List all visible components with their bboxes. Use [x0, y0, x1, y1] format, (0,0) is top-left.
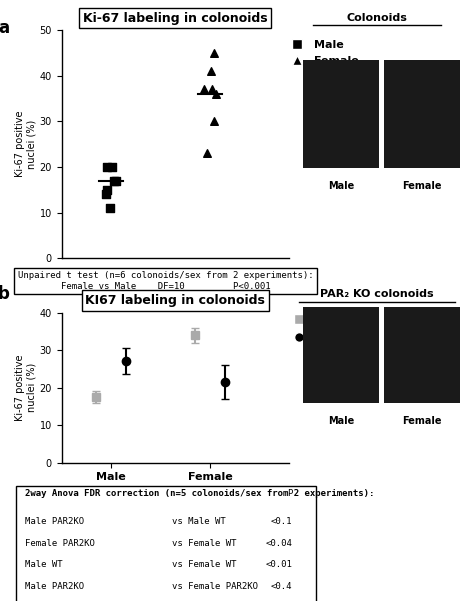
Point [103, 185, 111, 195]
Text: <0.4: <0.4 [271, 582, 292, 591]
Point [103, 162, 111, 172]
Point [208, 66, 215, 76]
Point [110, 176, 118, 186]
Text: vs Male WT: vs Male WT [172, 517, 226, 526]
Title: KI67 labeling in colonoids: KI67 labeling in colonoids [85, 294, 265, 307]
Text: Female: Female [402, 416, 442, 426]
Point [109, 162, 116, 172]
Text: Female PAR2KO: Female PAR2KO [25, 538, 95, 548]
Text: P: P [287, 489, 292, 498]
Point [203, 148, 210, 158]
Text: Colonoids: Colonoids [346, 13, 407, 23]
Text: Male: Male [328, 416, 355, 426]
Text: Unpaired t test (n=6 colonoids/sex from 2 experiments):
Female vs Male    DF=10 : Unpaired t test (n=6 colonoids/sex from … [18, 271, 314, 291]
Text: Male: Male [328, 182, 355, 191]
Point [210, 117, 218, 126]
FancyBboxPatch shape [16, 486, 316, 601]
Text: vs Female PAR2KO: vs Female PAR2KO [172, 582, 258, 591]
Point [201, 85, 208, 94]
Text: vs Female WT: vs Female WT [172, 560, 236, 569]
Point [102, 190, 109, 200]
Legend: WT, PAR$_2$KO: WT, PAR$_2$KO [283, 311, 370, 349]
Title: Ki-67 labeling in colonoids: Ki-67 labeling in colonoids [83, 11, 268, 25]
Point [209, 85, 216, 94]
Text: Female: Female [402, 182, 442, 191]
Text: vs Female WT: vs Female WT [172, 538, 236, 548]
Text: b: b [0, 285, 10, 304]
Text: Male PAR2KO: Male PAR2KO [25, 582, 84, 591]
Text: <0.04: <0.04 [265, 538, 292, 548]
Text: Male WT: Male WT [25, 560, 63, 569]
Point [212, 89, 219, 99]
Point [106, 203, 113, 213]
Text: <0.01: <0.01 [265, 560, 292, 569]
Text: 2way Anova FDR correction (n=5 colonoids/sex from 2 experiments):: 2way Anova FDR correction (n=5 colonoids… [25, 489, 374, 498]
Text: a: a [0, 19, 9, 37]
Text: Male PAR2KO: Male PAR2KO [25, 517, 84, 526]
Legend: Male, Female: Male, Female [282, 35, 363, 70]
Text: <0.1: <0.1 [271, 517, 292, 526]
Text: PAR₂ KO colonoids: PAR₂ KO colonoids [320, 290, 434, 299]
Point [113, 176, 120, 186]
Point [210, 48, 218, 58]
Y-axis label: Ki-67 positive
nuclei (%): Ki-67 positive nuclei (%) [15, 111, 37, 177]
Y-axis label: Ki-67 positive
nuclei (%): Ki-67 positive nuclei (%) [15, 355, 37, 421]
